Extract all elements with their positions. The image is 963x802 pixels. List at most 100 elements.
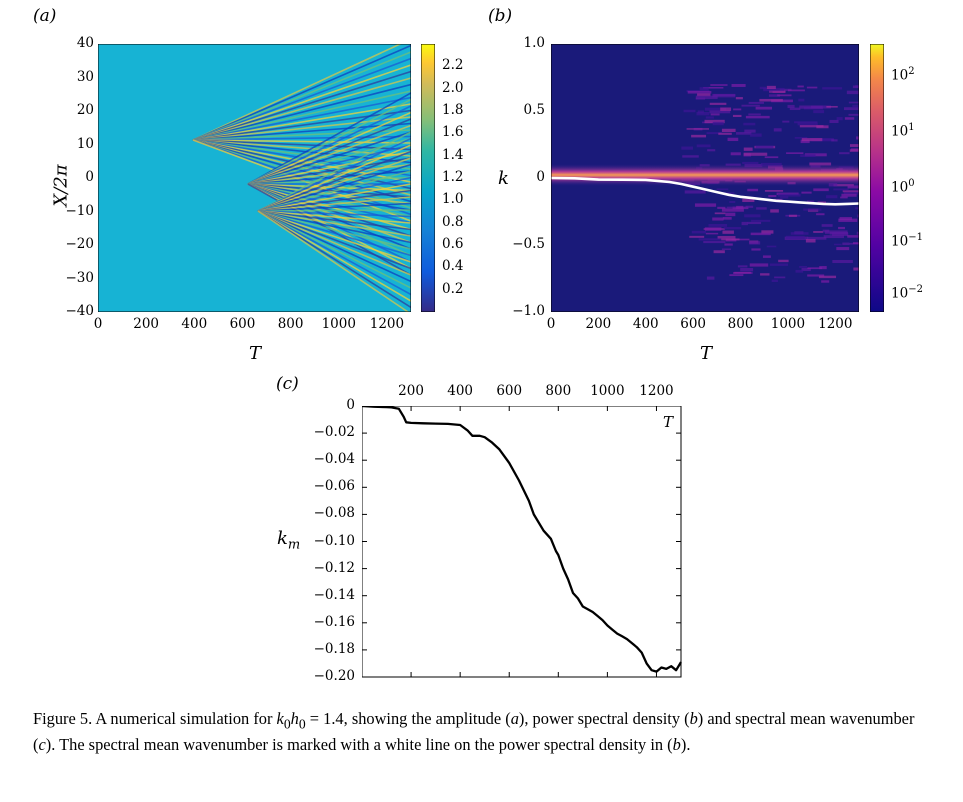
panel-b-spectral-streak bbox=[825, 230, 848, 234]
panel-a-wave-stripe bbox=[247, 183, 411, 211]
panel-b-spectral-streak bbox=[729, 274, 744, 277]
panel-b-colorbar-tick: 100 bbox=[891, 178, 915, 196]
panel-a-wave-stripe bbox=[192, 44, 403, 141]
panel-b-spectral-streak bbox=[838, 226, 846, 230]
panel-a-wave-stripe bbox=[257, 210, 411, 309]
panel-b-spectral-streak bbox=[705, 116, 714, 119]
panel-a-wave-stripe bbox=[247, 98, 411, 185]
panel-b-spectral-streak bbox=[760, 273, 770, 276]
panel-b-spectral-streak bbox=[836, 247, 850, 251]
panel-a-wave-stripe bbox=[247, 105, 411, 185]
panel-c-ytick: −0.04 bbox=[313, 451, 355, 468]
panel-b-spectral-streak bbox=[741, 221, 748, 226]
panel-b-spectral-streak bbox=[801, 138, 823, 142]
panel-a-ytick: −10 bbox=[65, 202, 95, 219]
panel-b-spectral-streak bbox=[722, 192, 735, 195]
panel-b-spectral-streak bbox=[800, 139, 810, 144]
panel-b-spectral-streak bbox=[742, 198, 755, 203]
panel-b-spectral-streak bbox=[732, 206, 749, 210]
panel-b-spectral-streak bbox=[694, 203, 717, 207]
panel-b-spectral-streak bbox=[799, 125, 824, 128]
panel-b-spectral-streak bbox=[703, 241, 726, 244]
panel-b-colorbar-tick: 101 bbox=[891, 122, 915, 140]
panel-b-xtick: 800 bbox=[727, 316, 754, 332]
panel-b-spectral-streak bbox=[839, 217, 852, 221]
panel-b-spectral-streak bbox=[782, 120, 790, 123]
panel-b-spectral-streak bbox=[848, 113, 859, 116]
panel-b-spectral-streak bbox=[833, 188, 849, 191]
panel-a-ytick: 40 bbox=[76, 35, 94, 51]
panel-b-spectral-streak bbox=[696, 144, 711, 148]
panel-b-spectral-streak bbox=[794, 121, 818, 124]
panel-b-spectral-streak bbox=[774, 276, 786, 279]
panel-a-ytick: 0 bbox=[85, 169, 94, 185]
panel-b-spectral-streak bbox=[686, 128, 709, 130]
panel-a-wave-stripe bbox=[257, 210, 411, 302]
panel-b-colorbar bbox=[870, 44, 884, 312]
panel-c-label: (c) bbox=[276, 374, 299, 394]
panel-a-wave-stripe bbox=[257, 210, 411, 250]
panel-b-spectral-streak bbox=[713, 94, 736, 97]
panel-b-spectral-streak bbox=[723, 227, 742, 230]
panel-c-ytick: −0.18 bbox=[313, 640, 355, 657]
panel-b-spectral-streak bbox=[696, 112, 710, 116]
panel-b-spectral-streak bbox=[842, 242, 850, 245]
panel-b-spectral-streak bbox=[748, 113, 761, 116]
panel-a-ytick: 30 bbox=[76, 68, 94, 85]
panel-b-spectral-streak bbox=[843, 107, 859, 111]
panel-b-spectral-streak bbox=[800, 154, 816, 157]
panel-a-wave-stripe bbox=[247, 124, 411, 185]
panel-a-wave-stripe bbox=[257, 210, 411, 296]
panel-a-wave-stripe bbox=[257, 157, 411, 212]
panel-b-spectral-streak bbox=[743, 122, 756, 126]
panel-b-xtick: 600 bbox=[680, 316, 707, 332]
panel-a-wave-stripe bbox=[192, 96, 411, 141]
panel-b-spectral-streak bbox=[733, 108, 742, 111]
panel-b-xtick: 1000 bbox=[770, 316, 806, 332]
panel-a-wave-stripe bbox=[257, 150, 411, 212]
panel-a-colorbar-tick: 2.2 bbox=[442, 57, 464, 74]
panel-b-spectral-streak bbox=[749, 241, 761, 245]
panel-a-wave-stripe bbox=[257, 210, 411, 283]
panel-a-colorbar-tick: 1.0 bbox=[442, 191, 464, 208]
panel-b-spectral-streak bbox=[780, 196, 789, 199]
panel-b-spectral-streak bbox=[759, 86, 767, 90]
panel-a-colorbar-tick: 1.2 bbox=[442, 169, 464, 185]
panel-b-spectral-streak bbox=[801, 268, 811, 272]
panel-a-wave-stripe bbox=[247, 92, 411, 185]
panel-b-spectral-streak bbox=[855, 207, 859, 210]
panel-a-wave-stripe bbox=[257, 210, 411, 231]
panel-b-spectral-streak bbox=[691, 230, 706, 234]
panel-b-label: (b) bbox=[488, 6, 513, 26]
panel-c-xtick: 200 bbox=[398, 383, 424, 399]
panel-a-xtick: 800 bbox=[277, 316, 304, 332]
panel-a-ytick: −30 bbox=[65, 269, 95, 286]
panel-b-spectral-streak bbox=[813, 231, 824, 233]
panel-b-spectral-streak bbox=[681, 146, 693, 150]
panel-b-spectral-streak bbox=[788, 214, 797, 217]
panel-a-xtick: 600 bbox=[229, 316, 256, 332]
panel-b-spectral-streak bbox=[803, 208, 822, 211]
panel-b-spectral-streak bbox=[853, 267, 859, 271]
panel-c-ytick: −0.20 bbox=[313, 668, 355, 684]
panel-c-ylabel: km bbox=[277, 528, 301, 553]
panel-c-ytick: 0 bbox=[346, 397, 355, 413]
panel-b-spectral-streak bbox=[740, 268, 754, 272]
panel-b-ytick: 0 bbox=[536, 169, 545, 185]
panel-a-wave-stripe bbox=[257, 210, 411, 237]
panel-b-spectral-streak bbox=[763, 87, 785, 92]
panel-b-spectral-streak bbox=[769, 263, 788, 266]
panel-b-spectral-streak bbox=[737, 265, 748, 268]
panel-b-spectral-streak bbox=[766, 245, 777, 248]
panel-a-wave-stripe bbox=[192, 122, 411, 141]
panel-b-spectral-streak bbox=[732, 114, 742, 117]
panel-b-spectral-streak bbox=[834, 243, 842, 246]
panel-b-spectral-streak bbox=[724, 243, 733, 246]
panel-b-spectral-streak bbox=[718, 132, 732, 135]
panel-b-spectral-streak bbox=[710, 84, 728, 86]
panel-b-spectral-streak bbox=[745, 205, 754, 208]
panel-a-wave-stripe bbox=[257, 170, 411, 212]
panel-b-spectral-streak bbox=[817, 201, 827, 204]
panel-c-ytick: −0.12 bbox=[313, 559, 355, 576]
panel-b-spectral-streak bbox=[807, 200, 815, 203]
